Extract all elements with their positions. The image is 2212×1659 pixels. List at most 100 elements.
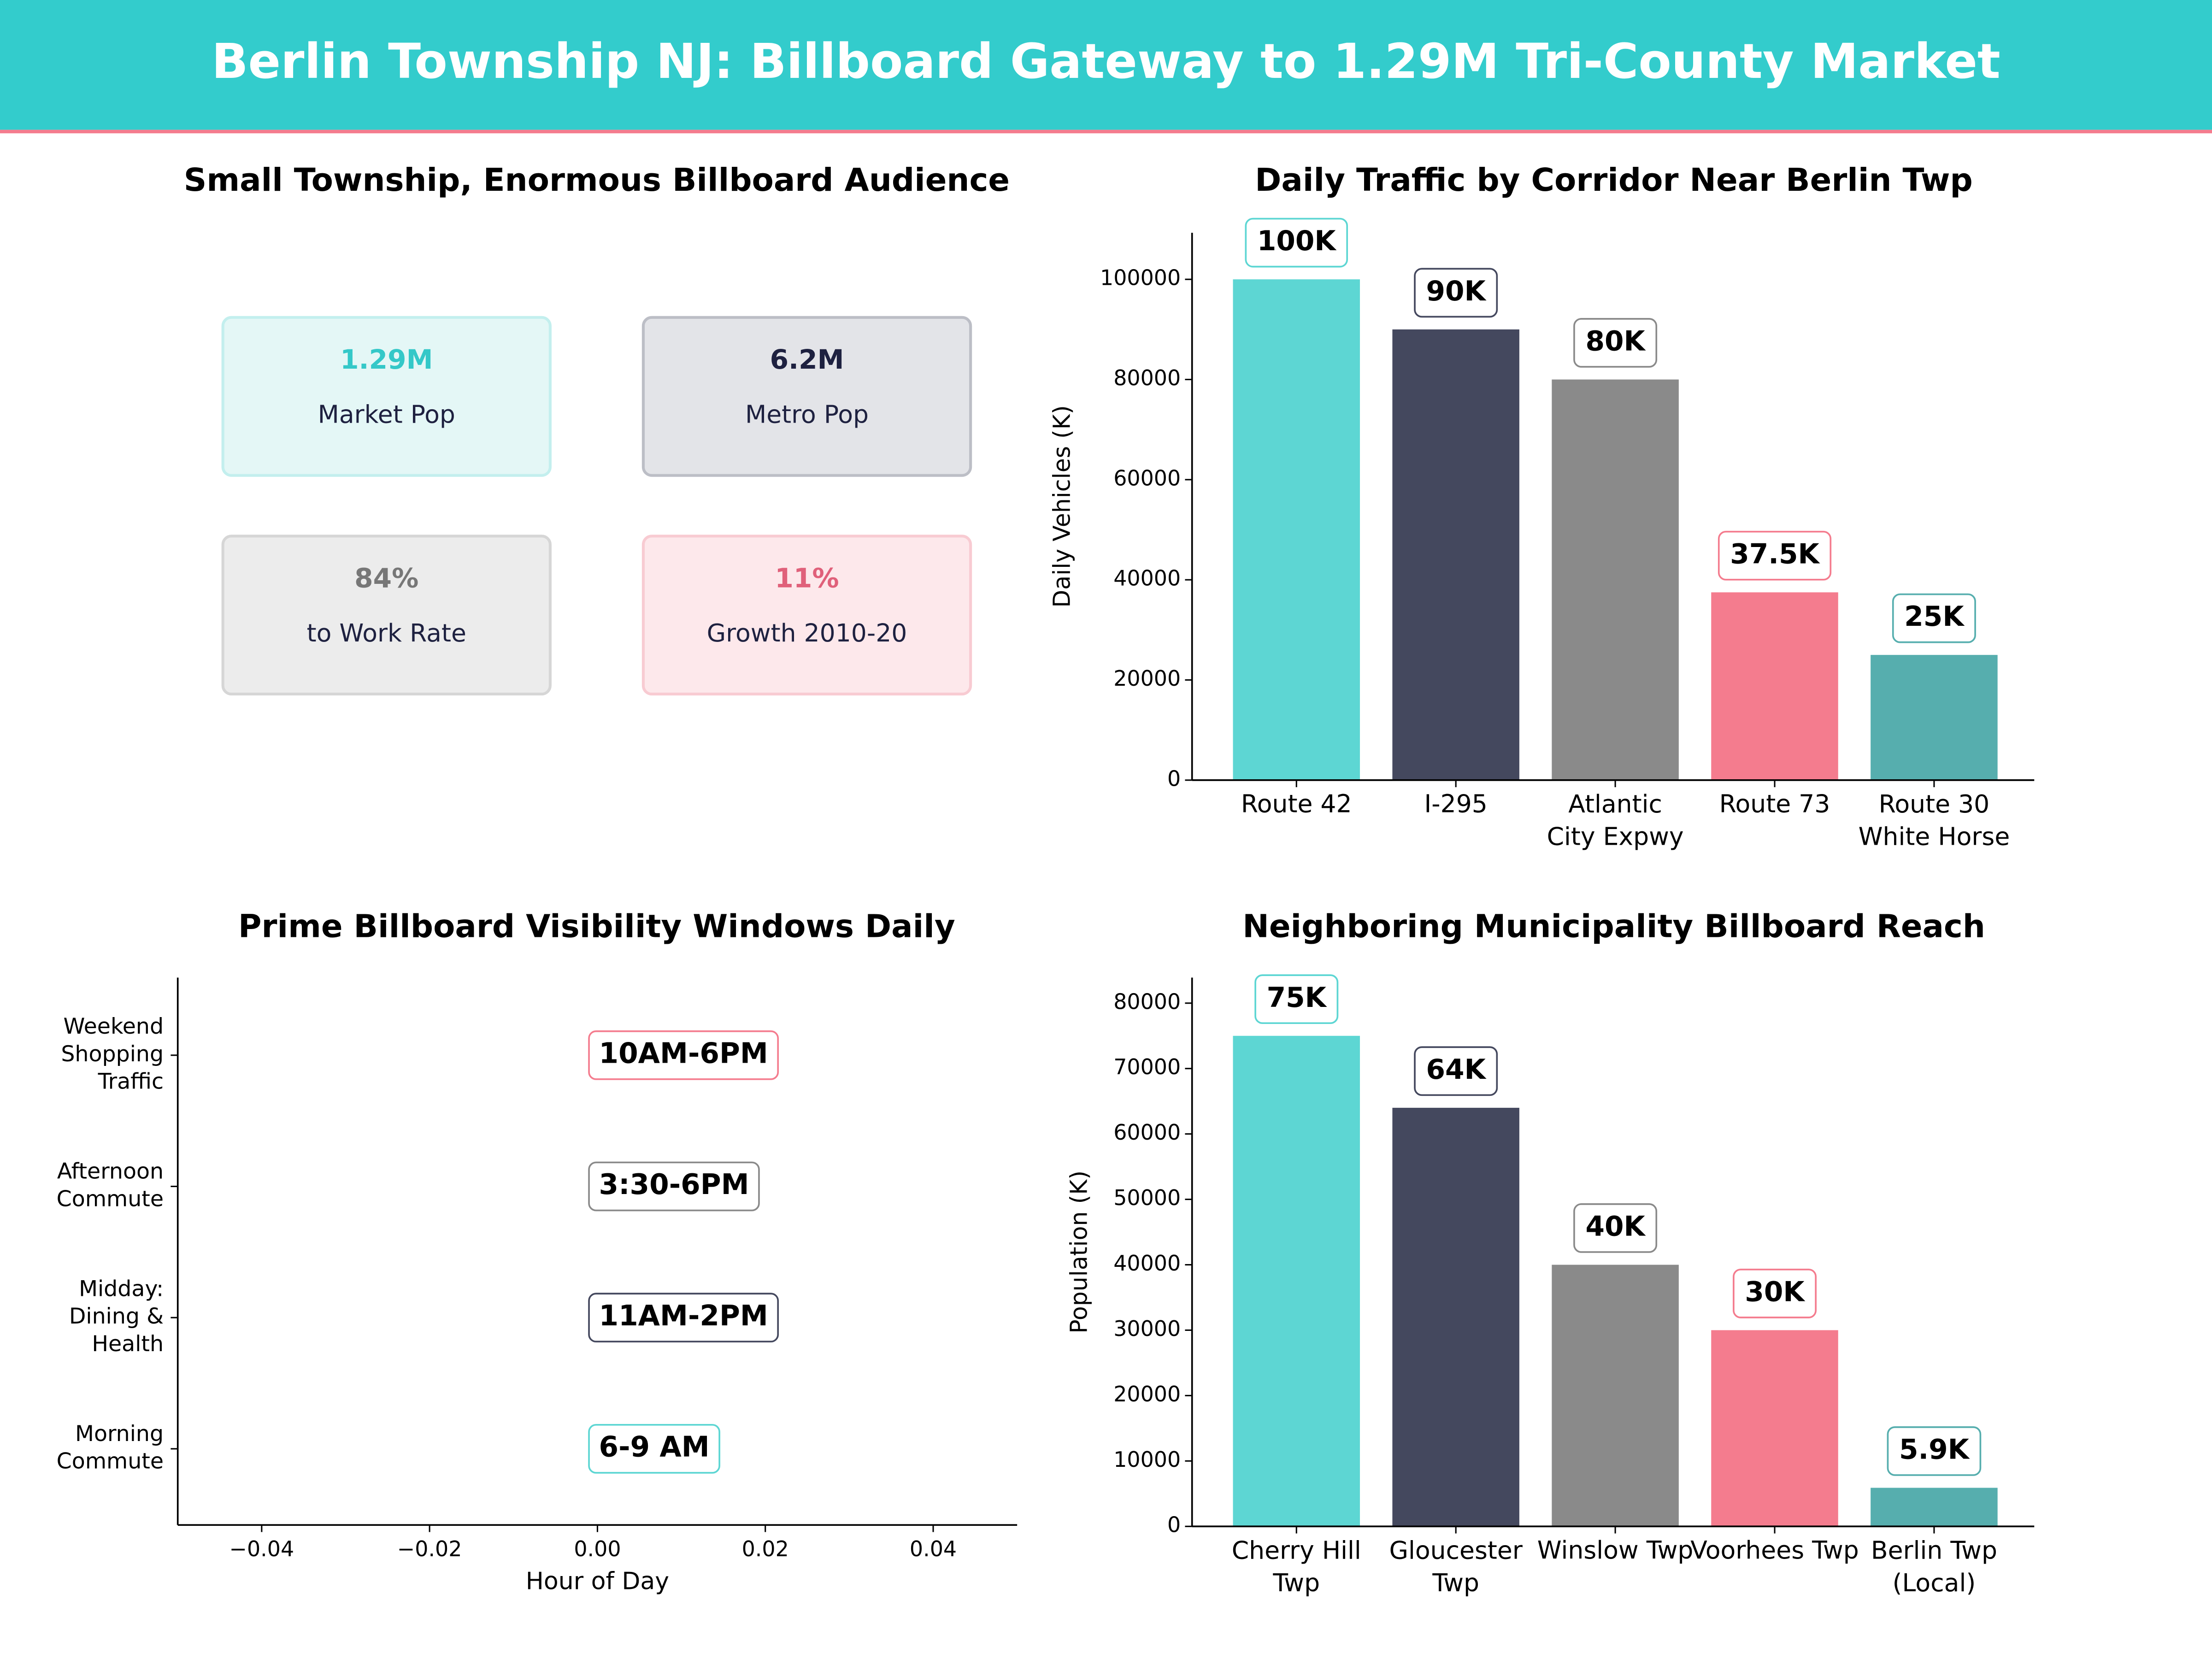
value-label-box xyxy=(1573,1203,1658,1253)
value-label-box xyxy=(1573,318,1658,368)
x-tick-label: 0.02 xyxy=(742,1536,789,1561)
annotation: 10AM-6PM xyxy=(599,1037,768,1070)
kpi-value: 6.2M xyxy=(770,344,844,375)
value-label-box xyxy=(1414,1046,1498,1096)
value-label-group: 64K xyxy=(1414,1046,1498,1096)
x-tick-label: Cherry Hill Twp xyxy=(1232,1535,1361,1597)
value-label-box xyxy=(1892,593,1976,643)
y-tick-label: 60000 xyxy=(1113,465,1181,490)
y-tick-label: 100000 xyxy=(1100,265,1181,290)
kpi-label: Metro Pop xyxy=(745,400,869,429)
x-tick-label: 0.04 xyxy=(910,1536,957,1561)
value-label: 5.9K xyxy=(1899,1434,1971,1466)
x-tick-label: 0.00 xyxy=(574,1536,621,1561)
x-tick-label: −0.04 xyxy=(229,1536,294,1561)
value-label-group: 80K xyxy=(1573,318,1658,368)
bar xyxy=(1711,592,1838,780)
annotation-box xyxy=(588,1161,760,1212)
value-label-box xyxy=(1733,1268,1817,1318)
y-axis-label: Population (K) xyxy=(1065,1171,1092,1334)
value-label: 100K xyxy=(1257,225,1337,257)
value-label-box xyxy=(1254,974,1339,1024)
kpi-label: to Work Rate xyxy=(307,618,466,647)
value-label-group: 75K xyxy=(1254,974,1339,1024)
kpi-card xyxy=(641,316,972,477)
value-label: 25K xyxy=(1904,601,1965,633)
value-label-group: 30K xyxy=(1733,1268,1817,1318)
x-tick-label: Berlin Twp (Local) xyxy=(1871,1535,1997,1597)
x-tick-label: Route 73 xyxy=(1719,789,1830,818)
value-label: 64K xyxy=(1426,1054,1487,1086)
y-tick-label: 20000 xyxy=(1113,1382,1181,1406)
annotation-group: 3:30-6PM xyxy=(588,1161,760,1212)
kpi-label: Growth 2010-20 xyxy=(707,618,907,647)
x-tick-label: Gloucester Twp xyxy=(1389,1535,1523,1597)
value-label-group: 37.5K xyxy=(1718,530,1832,581)
x-tick-label: Voorhees Twp xyxy=(1690,1535,1859,1565)
y-tick-label: 80000 xyxy=(1113,365,1181,390)
y-tick-label: 70000 xyxy=(1113,1054,1181,1079)
value-label: 40K xyxy=(1585,1211,1646,1243)
y-axis-label: Daily Vehicles (K) xyxy=(1048,405,1076,607)
y-tick-label: 50000 xyxy=(1113,1185,1181,1210)
bar xyxy=(1392,1107,1519,1527)
annotation-box xyxy=(588,1424,720,1474)
header-rule xyxy=(0,129,2212,134)
y-tick-label: 80000 xyxy=(1113,989,1181,1014)
value-label-group: 25K xyxy=(1892,593,1976,643)
kpi-label: Market Pop xyxy=(318,400,455,429)
bar xyxy=(1233,1035,1360,1527)
value-label-box xyxy=(1887,1426,1982,1476)
y-tick-label: Morning Commute xyxy=(57,1421,164,1474)
chart-title: Daily Traffic by Corridor Near Berlin Tw… xyxy=(1255,162,1973,199)
y-tick-label: 0 xyxy=(1167,1512,1181,1537)
annotation-group: 6-9 AM xyxy=(588,1424,720,1474)
annotation: 11AM-2PM xyxy=(599,1300,768,1332)
bar xyxy=(1552,1265,1679,1527)
y-tick-label: Midday: Dining & Health xyxy=(69,1276,164,1356)
annotation-box xyxy=(588,1293,779,1343)
value-label: 30K xyxy=(1745,1276,1806,1308)
kpi-value: 11% xyxy=(775,562,839,594)
value-label-group: 90K xyxy=(1414,268,1498,318)
bar xyxy=(1233,279,1360,780)
bar xyxy=(1552,379,1679,780)
annotation: 3:30-6PM xyxy=(599,1168,749,1201)
y-tick-label: 10000 xyxy=(1113,1447,1181,1472)
x-tick-label: Atlantic City Expwy xyxy=(1547,789,1684,851)
bar xyxy=(1392,329,1519,780)
annotation: 6-9 AM xyxy=(599,1430,709,1463)
y-tick-label: Weekend Shopping Traffic xyxy=(61,1014,164,1094)
x-tick-label: Route 30 White Horse xyxy=(1859,789,2010,851)
header-bar xyxy=(0,0,2212,130)
y-tick-label: 20000 xyxy=(1113,666,1181,691)
kpi-card xyxy=(641,535,972,696)
value-label: 90K xyxy=(1426,276,1487,307)
kpi-value: 84% xyxy=(354,562,418,594)
y-tick-label: 30000 xyxy=(1113,1316,1181,1341)
value-label-group: 40K xyxy=(1573,1203,1658,1253)
value-label-box xyxy=(1718,530,1832,581)
y-tick-label: 40000 xyxy=(1113,1251,1181,1276)
x-tick-label: Route 42 xyxy=(1241,789,1352,818)
bar xyxy=(1711,1330,1838,1527)
x-tick-label: I-295 xyxy=(1424,789,1488,818)
bar xyxy=(1871,655,1998,780)
value-label-box xyxy=(1414,268,1498,318)
annotation-box xyxy=(588,1030,779,1080)
kpi-value: 1.29M xyxy=(340,344,433,375)
value-label: 37.5K xyxy=(1730,538,1820,570)
chart-title: Small Township, Enormous Billboard Audie… xyxy=(184,162,1010,199)
chart-title: Neighboring Municipality Billboard Reach xyxy=(1242,908,1985,945)
value-label-group: 100K xyxy=(1245,218,1348,268)
value-label: 75K xyxy=(1267,982,1328,1014)
kpi-card xyxy=(221,316,552,477)
value-label-box xyxy=(1245,218,1348,268)
value-label-group: 5.9K xyxy=(1887,1426,1982,1476)
x-axis-label: Hour of Day xyxy=(526,1568,669,1595)
y-tick-label: 40000 xyxy=(1113,566,1181,591)
x-tick-label: Winslow Twp xyxy=(1537,1535,1694,1565)
x-tick-label: −0.02 xyxy=(397,1536,462,1561)
y-tick-label: Afternoon Commute xyxy=(57,1159,164,1212)
kpi-card xyxy=(221,535,552,696)
